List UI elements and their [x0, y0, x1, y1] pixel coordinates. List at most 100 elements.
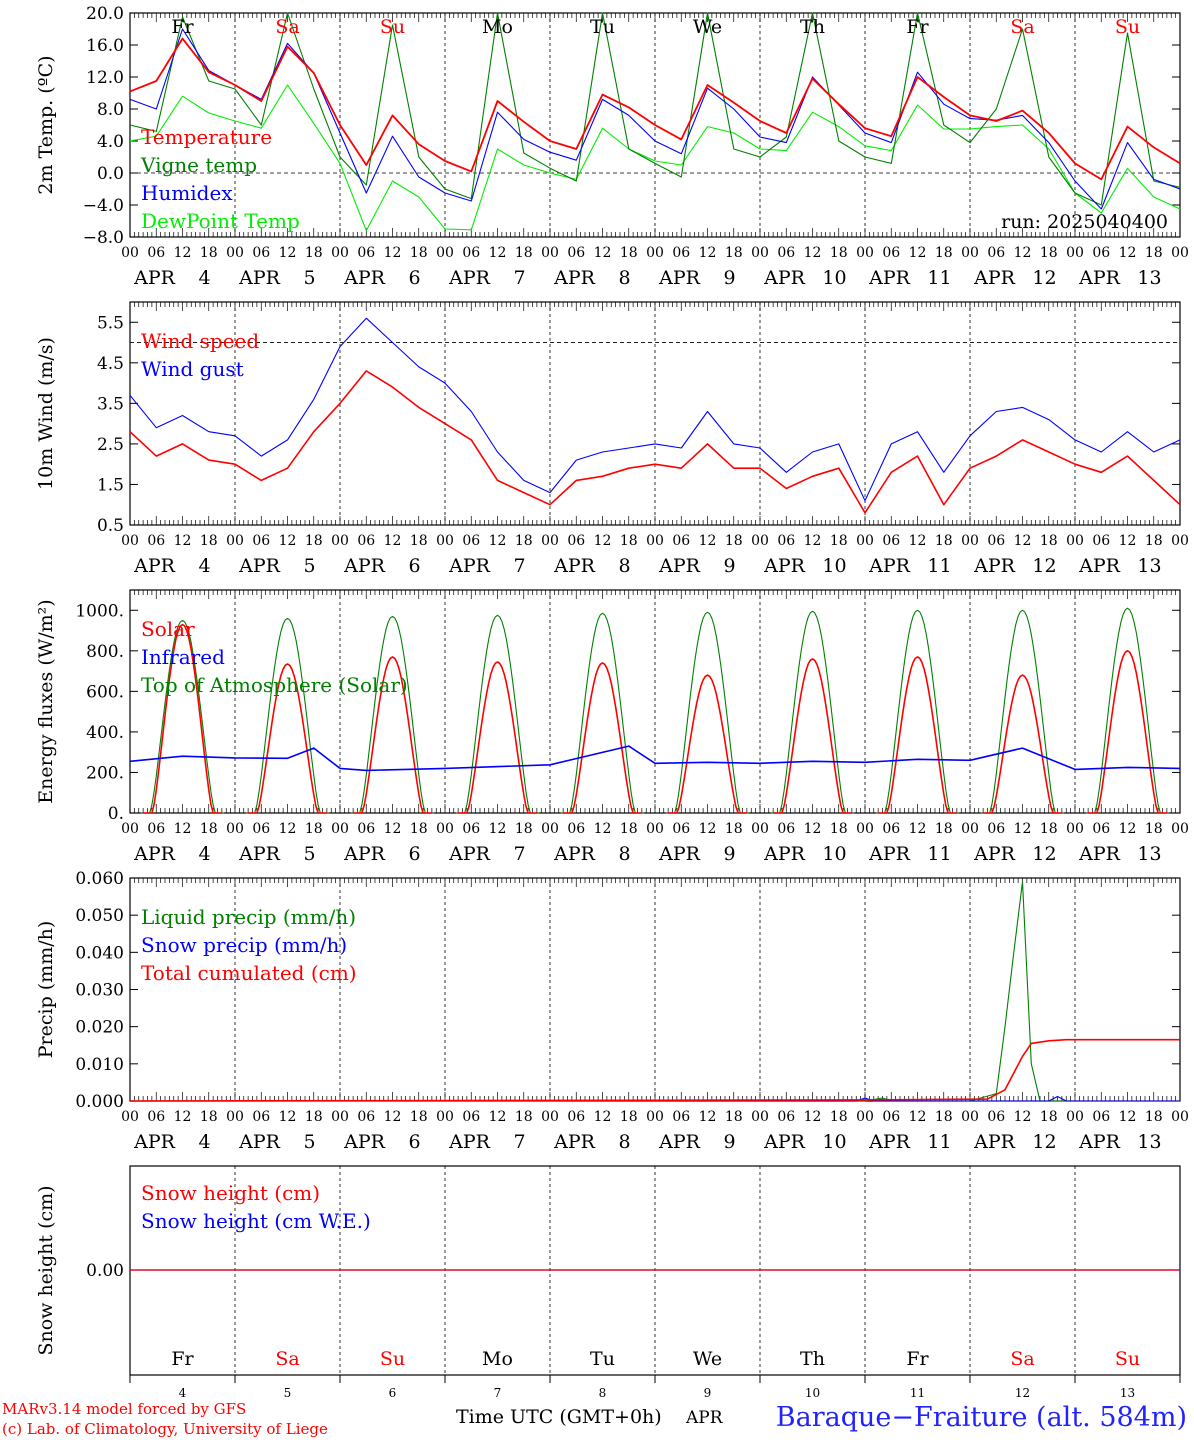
hour-label: 00: [541, 245, 559, 261]
hour-label: 00: [856, 245, 874, 261]
hour-label: 06: [882, 533, 900, 549]
day-number-label: 13: [1120, 1386, 1135, 1400]
hour-label: 06: [567, 245, 585, 261]
hour-label: 12: [594, 245, 612, 261]
weekday-label: Fr: [171, 16, 194, 38]
hour-label: 12: [1119, 1109, 1137, 1125]
time-axis-month: APR: [685, 1408, 724, 1428]
month-label: APR: [658, 555, 701, 577]
y-tick-label: 800.: [86, 642, 124, 662]
weekday-label: Mo: [482, 16, 513, 38]
hour-label: 18: [935, 245, 953, 261]
time-axis-label: Time UTC (GMT+0h): [456, 1406, 662, 1428]
hour-label: 12: [384, 533, 402, 549]
weekday-label: Sa: [1010, 16, 1034, 38]
hour-label: 12: [699, 533, 717, 549]
month-label: APR: [658, 1131, 701, 1153]
month-label: APR: [238, 555, 281, 577]
hour-label: 06: [567, 821, 585, 837]
day-label: 12: [1032, 1131, 1056, 1153]
day-label: 13: [1137, 267, 1161, 289]
y-axis-label: Energy fluxes (W/m²): [35, 599, 57, 803]
hour-label: 12: [174, 245, 192, 261]
hour-label: 00: [961, 1109, 979, 1125]
weekday-label: Tu: [590, 16, 615, 38]
weekday-label: Th: [800, 1348, 825, 1370]
hour-label: 00: [436, 533, 454, 549]
month-label: APR: [343, 1131, 386, 1153]
hour-label: 00: [856, 1109, 874, 1125]
day-label: 11: [927, 1131, 951, 1153]
legend-entry: Liquid precip (mm/h): [141, 905, 356, 929]
y-tick-label: 0.030: [75, 981, 124, 1001]
day-label: 11: [927, 267, 951, 289]
day-label: 5: [303, 555, 315, 577]
hour-label: 06: [987, 821, 1005, 837]
month-label: APR: [868, 1131, 911, 1153]
month-label: APR: [343, 843, 386, 865]
hour-label: 06: [462, 821, 480, 837]
hour-label: 00: [121, 533, 139, 549]
series-line: [129, 37, 1181, 181]
hour-label: 12: [909, 245, 927, 261]
hour-label: 12: [699, 821, 717, 837]
solar-curve: [668, 674, 747, 814]
y-tick-label: −8.0: [83, 228, 124, 248]
hour-label: 00: [1171, 1109, 1189, 1125]
hour-label: 00: [541, 533, 559, 549]
hour-label: 18: [935, 1109, 953, 1125]
day-number-label: 12: [1015, 1386, 1030, 1400]
y-tick-label: 400.: [86, 723, 124, 743]
panel-1: −8.0 −4.0 0.0 4.0 8.0 12.0 16.0 20.0 2m Temp. (º…: [35, 4, 1189, 289]
hour-label: 12: [384, 821, 402, 837]
hour-label: 00: [436, 1109, 454, 1125]
y-tick-label: 2.5: [97, 435, 124, 455]
day-number-label: 11: [910, 1386, 925, 1400]
legend-entry: Snow height (cm W.E.): [141, 1209, 371, 1233]
y-tick-label: 0.0: [97, 164, 124, 184]
hour-label: 00: [436, 821, 454, 837]
hour-label: 00: [1171, 821, 1189, 837]
month-label: APR: [763, 1131, 806, 1153]
hour-label: 00: [226, 821, 244, 837]
hour-label: 00: [751, 1109, 769, 1125]
hour-label: 06: [462, 1109, 480, 1125]
toa-solar-curve: [770, 610, 855, 814]
hour-label: 00: [646, 533, 664, 549]
weekday-label: Su: [1115, 1348, 1140, 1370]
hour-label: 06: [987, 245, 1005, 261]
day-label: 11: [927, 843, 951, 865]
hour-label: 06: [882, 821, 900, 837]
hour-label: 18: [200, 533, 218, 549]
hour-label: 12: [489, 821, 507, 837]
weekday-label: Fr: [171, 1348, 194, 1370]
hour-label: 18: [1145, 1109, 1163, 1125]
month-label: APR: [553, 1131, 596, 1153]
toa-solar-curve: [245, 617, 330, 814]
weekday-label: Su: [380, 16, 405, 38]
hour-label: 12: [804, 245, 822, 261]
hour-label: 06: [147, 245, 165, 261]
solar-curve: [563, 662, 642, 814]
hour-label: 00: [331, 533, 349, 549]
month-label: APR: [868, 843, 911, 865]
y-axis-label: Snow height (cm): [35, 1185, 57, 1355]
legend-entry: DewPoint Temp: [141, 209, 300, 233]
day-label: 6: [408, 267, 420, 289]
hour-label: 12: [1119, 245, 1137, 261]
day-number-label: 9: [704, 1386, 712, 1400]
y-axis-label: 10m Wind (m/s): [35, 337, 57, 490]
hour-label: 18: [1040, 533, 1058, 549]
hour-label: 18: [620, 533, 638, 549]
hour-label: 00: [121, 1109, 139, 1125]
toa-solar-curve: [980, 609, 1065, 814]
day-label: 8: [618, 1131, 630, 1153]
hour-label: 00: [121, 245, 139, 261]
month-label: APR: [448, 267, 491, 289]
hour-label: 06: [567, 1109, 585, 1125]
hour-label: 18: [935, 821, 953, 837]
day-label: 5: [303, 267, 315, 289]
month-label: APR: [973, 1131, 1016, 1153]
month-label: APR: [868, 555, 911, 577]
hour-label: 00: [751, 533, 769, 549]
